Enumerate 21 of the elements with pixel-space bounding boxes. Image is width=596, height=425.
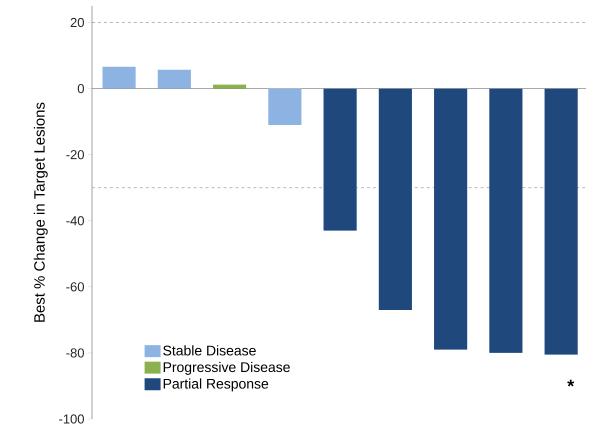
legend-label: Stable Disease xyxy=(163,345,256,356)
annotation: * xyxy=(567,380,574,386)
bar xyxy=(544,88,578,355)
y-tick-label: -100 xyxy=(59,414,84,424)
bar xyxy=(102,66,136,89)
bar xyxy=(489,88,522,353)
bar xyxy=(213,84,246,89)
y-tick-label: -80 xyxy=(66,348,84,358)
y-tick-label: -60 xyxy=(66,282,84,292)
y-tick-label: -40 xyxy=(66,216,84,226)
legend-label: Partial Response xyxy=(164,378,268,392)
bar xyxy=(158,70,191,89)
y-tick-label: -20 xyxy=(66,150,84,160)
y-tick-label: 20 xyxy=(70,18,84,28)
y-tick-label: 0 xyxy=(78,84,84,94)
bar xyxy=(268,88,302,125)
y-axis-title: Best % Change in Target Lesions xyxy=(34,102,48,322)
bar xyxy=(378,88,412,310)
bar xyxy=(324,88,357,231)
legend-label: Progressive Disease xyxy=(164,362,290,375)
bar xyxy=(434,88,468,350)
